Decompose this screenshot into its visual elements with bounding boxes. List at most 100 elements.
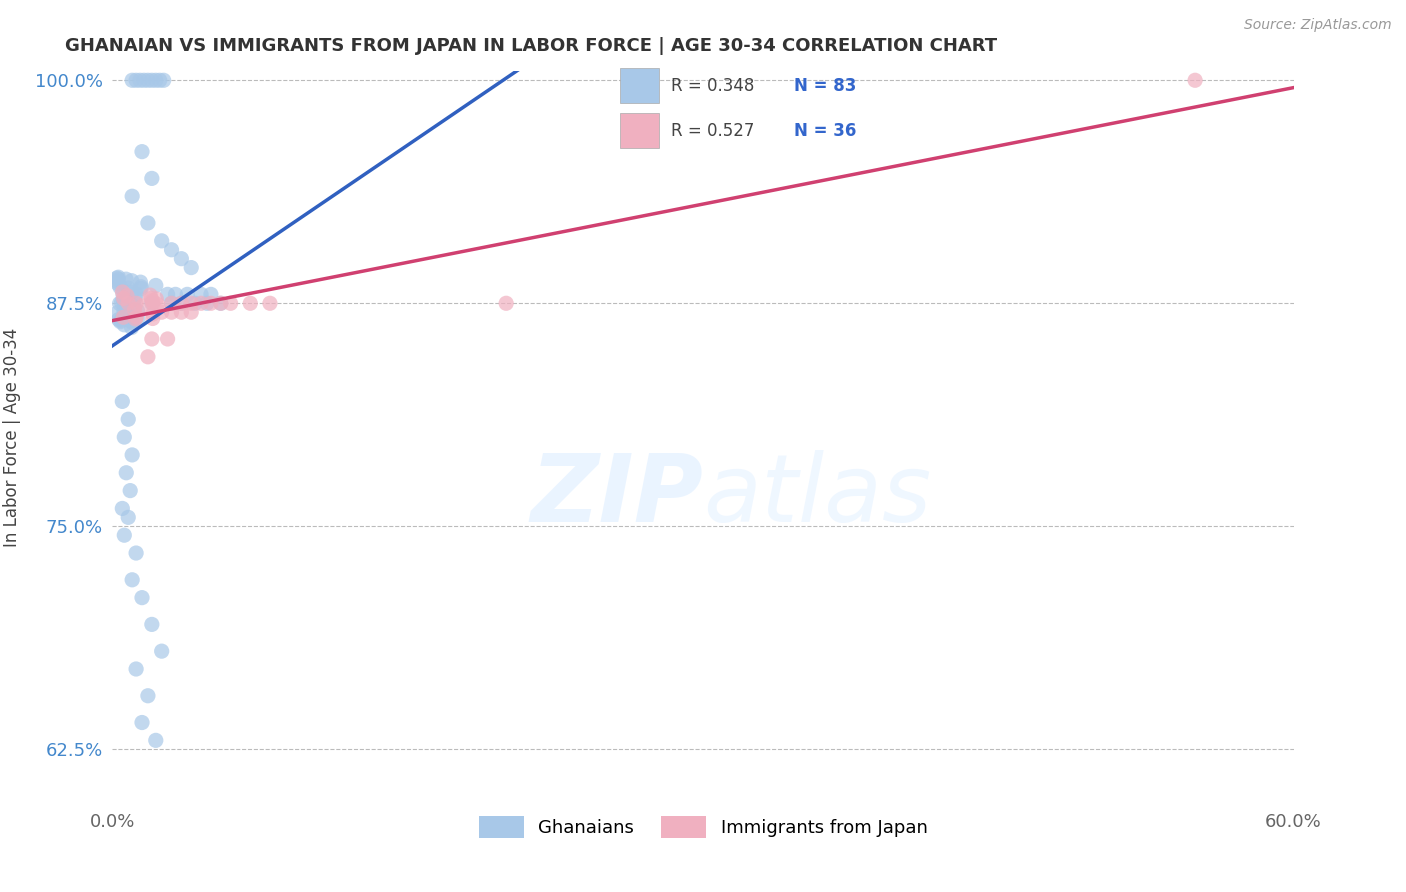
- Point: [152, 73, 174, 87]
- Text: Source: ZipAtlas.com: Source: ZipAtlas.com: [1244, 18, 1392, 32]
- Point: [150, 644, 173, 658]
- Point: [160, 296, 183, 310]
- Point: [170, 305, 193, 319]
- Text: R = 0.527: R = 0.527: [671, 122, 754, 140]
- Point: [105, 271, 128, 285]
- Point: [129, 279, 152, 293]
- Point: [121, 274, 143, 288]
- Point: [141, 617, 163, 632]
- Point: [129, 275, 152, 289]
- Point: [124, 291, 146, 305]
- Point: [115, 466, 138, 480]
- Point: [125, 287, 148, 301]
- Point: [127, 311, 149, 326]
- Point: [112, 303, 135, 318]
- Point: [111, 285, 134, 299]
- Point: [110, 295, 132, 310]
- Point: [200, 296, 222, 310]
- Point: [110, 313, 132, 327]
- Point: [107, 277, 129, 291]
- Point: [112, 430, 135, 444]
- Y-axis label: In Labor Force | Age 30-34: In Labor Force | Age 30-34: [3, 327, 21, 547]
- Point: [170, 296, 193, 310]
- Point: [121, 573, 143, 587]
- Point: [136, 216, 159, 230]
- Point: [1184, 73, 1206, 87]
- Point: [115, 272, 138, 286]
- Text: ZIP: ZIP: [530, 450, 703, 541]
- Text: N = 36: N = 36: [794, 122, 856, 140]
- Point: [145, 73, 167, 87]
- Point: [150, 234, 173, 248]
- Point: [110, 315, 132, 329]
- Point: [115, 309, 138, 323]
- Point: [160, 296, 183, 310]
- Point: [125, 662, 148, 676]
- Point: [209, 296, 232, 310]
- Point: [142, 311, 165, 326]
- Point: [107, 270, 129, 285]
- Point: [117, 412, 139, 426]
- Point: [112, 318, 135, 332]
- Point: [495, 296, 517, 310]
- Point: [180, 260, 202, 275]
- Point: [117, 308, 139, 322]
- Point: [129, 281, 152, 295]
- Point: [117, 281, 139, 295]
- Point: [160, 243, 183, 257]
- Point: [141, 171, 163, 186]
- Point: [112, 310, 135, 325]
- Point: [165, 287, 187, 301]
- Point: [107, 305, 129, 319]
- Point: [125, 546, 148, 560]
- Point: [112, 295, 135, 310]
- Point: [112, 287, 135, 301]
- Point: [145, 278, 167, 293]
- Point: [195, 296, 218, 310]
- Point: [142, 296, 165, 310]
- FancyBboxPatch shape: [620, 113, 659, 148]
- Point: [142, 307, 165, 321]
- Point: [121, 285, 143, 300]
- Point: [131, 715, 153, 730]
- Point: [209, 296, 232, 310]
- Point: [190, 287, 212, 301]
- Point: [180, 296, 202, 310]
- Point: [145, 733, 167, 747]
- Point: [111, 501, 134, 516]
- Point: [136, 689, 159, 703]
- Point: [136, 350, 159, 364]
- Point: [176, 287, 198, 301]
- Point: [180, 305, 202, 319]
- Point: [131, 145, 153, 159]
- Text: R = 0.348: R = 0.348: [671, 77, 754, 95]
- Point: [121, 448, 143, 462]
- Point: [121, 314, 143, 328]
- Point: [112, 292, 135, 306]
- Point: [132, 299, 155, 313]
- Point: [156, 287, 179, 301]
- Point: [141, 73, 163, 87]
- Point: [136, 73, 159, 87]
- Point: [184, 296, 207, 310]
- Point: [117, 510, 139, 524]
- Point: [139, 288, 162, 302]
- Point: [170, 252, 193, 266]
- Text: N = 83: N = 83: [794, 77, 856, 95]
- Point: [121, 320, 143, 334]
- Point: [108, 280, 131, 294]
- Point: [111, 394, 134, 409]
- Point: [122, 300, 145, 314]
- Point: [124, 311, 146, 326]
- Point: [112, 293, 135, 308]
- Point: [112, 295, 135, 310]
- Point: [190, 296, 212, 310]
- Point: [120, 313, 142, 327]
- Point: [139, 291, 162, 305]
- Point: [132, 73, 155, 87]
- Point: [160, 305, 183, 319]
- Point: [125, 73, 148, 87]
- Legend: Ghanaians, Immigrants from Japan: Ghanaians, Immigrants from Japan: [471, 808, 935, 845]
- Point: [124, 302, 146, 317]
- Point: [145, 292, 167, 306]
